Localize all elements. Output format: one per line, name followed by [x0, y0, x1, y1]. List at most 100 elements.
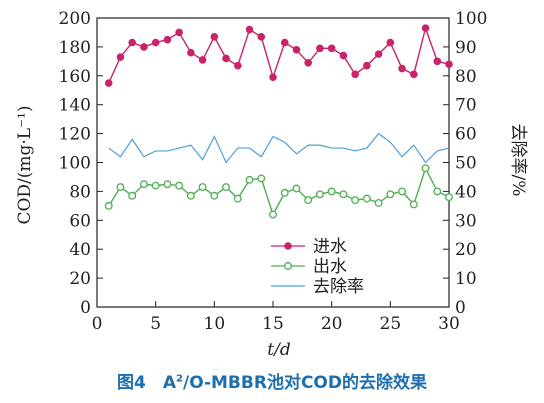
- series-1-point-5: [151, 181, 160, 190]
- series-0-point-8: [187, 48, 195, 57]
- series-0-point-3: [128, 38, 136, 47]
- y-right-tick-label-90: 90: [455, 38, 477, 58]
- y-right-tick-label-70: 70: [455, 96, 477, 116]
- y-left-tick-label-60: 60: [69, 211, 91, 231]
- plot-frame: [96, 17, 450, 308]
- legend-label-2: 去除率: [313, 277, 364, 297]
- series-layer: [104, 24, 453, 219]
- y-right-tick-label-30: 30: [455, 211, 477, 231]
- series-1-point-4: [139, 180, 148, 189]
- series-0-point-15: [269, 73, 277, 82]
- x-tick-label-0: 0: [92, 314, 103, 334]
- series-1-point-24: [374, 199, 383, 207]
- series-1-point-22: [351, 196, 360, 205]
- caption-superscript: 2: [176, 373, 183, 385]
- y-left-tick-label-80: 80: [69, 182, 91, 202]
- y-left-tick-label-0: 0: [80, 298, 91, 318]
- series-1-point-21: [339, 190, 348, 199]
- y-left-tick-label-140: 140: [59, 96, 91, 116]
- x-tick-label-30: 30: [438, 314, 460, 334]
- series-0-point-13: [245, 25, 254, 34]
- series-1-point-25: [386, 190, 395, 199]
- y-right-tick-label-40: 40: [455, 182, 477, 202]
- y-axis-left-label: COD/(mg·L⁻¹): [15, 105, 35, 224]
- series-1-point-29: [433, 187, 442, 196]
- series-1-point-15: [269, 210, 277, 219]
- series-1-point-8: [186, 191, 195, 200]
- y-axis-right-label: 去除率/%: [508, 124, 528, 197]
- series-line-2: [108, 132, 450, 164]
- y-right-tick-label-100: 100: [455, 9, 487, 29]
- series-0-point-26: [398, 64, 406, 73]
- legend-label-0: 进水: [313, 237, 347, 257]
- series-line-0: [108, 25, 450, 84]
- series-1-point-20: [327, 187, 336, 196]
- series-0-point-11: [222, 54, 230, 63]
- series-1-point-2: [116, 183, 125, 192]
- series-0-point-24: [374, 50, 383, 58]
- x-axis-label: t/d: [267, 340, 291, 360]
- series-0-point-6: [163, 35, 172, 44]
- series-0-point-2: [116, 53, 125, 61]
- series-0-point-10: [210, 32, 219, 41]
- series-0-point-14: [257, 32, 266, 41]
- series-1-point-12: [233, 194, 242, 203]
- series-0-point-17: [292, 45, 301, 54]
- x-tick-label-5: 5: [150, 314, 161, 334]
- x-tick-label-25: 25: [380, 314, 402, 334]
- series-1-point-9: [198, 183, 207, 192]
- axes-layer: 0 5 10 15 20 25 300204060801001201401601802000…: [59, 9, 488, 334]
- figure-caption: 图4 A2/O-MBBR池对COD的去除效果: [0, 368, 544, 393]
- series-0-point-30: [445, 60, 453, 69]
- series-line-1: [108, 166, 450, 217]
- x-tick-label-10: 10: [204, 314, 226, 334]
- series-1-point-11: [222, 183, 231, 192]
- y-right-tick-label-0: 0: [455, 298, 466, 318]
- y-right-tick-label-80: 80: [455, 67, 477, 87]
- y-left-tick-label-100: 100: [59, 154, 91, 174]
- series-1-point-23: [362, 194, 371, 203]
- series-0-point-18: [304, 58, 313, 67]
- series-0-point-1: [104, 79, 113, 87]
- series-1-point-10: [210, 191, 219, 200]
- series-0-point-21: [339, 51, 348, 60]
- y-left-tick-label-120: 120: [59, 125, 91, 145]
- series-1-point-27: [409, 200, 418, 209]
- y-left-tick-label-160: 160: [59, 67, 91, 87]
- series-1-point-28: [421, 164, 430, 173]
- series-0-point-23: [363, 61, 371, 70]
- series-0-point-20: [327, 44, 336, 53]
- series-1-point-30: [445, 193, 453, 202]
- series-0-point-25: [386, 38, 395, 47]
- series-0-point-16: [280, 38, 289, 47]
- y-right-tick-label-20: 20: [455, 240, 477, 260]
- series-0-point-29: [433, 57, 442, 66]
- series-1-point-6: [163, 180, 172, 189]
- caption-suffix: /O-MBBR池对COD的去除效果: [182, 373, 427, 393]
- y-left-tick-label-40: 40: [69, 240, 91, 260]
- y-right-tick-label-50: 50: [455, 154, 477, 174]
- series-0-point-5: [151, 38, 160, 47]
- caption-prefix: 图4 A: [117, 373, 177, 393]
- series-1-point-3: [128, 191, 137, 200]
- series-1-point-14: [257, 174, 266, 183]
- legend-label-1: 出水: [313, 257, 347, 277]
- series-1-point-19: [315, 190, 324, 199]
- series-0-point-22: [351, 70, 359, 79]
- chart: 0 5 10 15 20 25 300204060801001201401601802000…: [15, 9, 528, 360]
- series-1-point-7: [175, 181, 184, 190]
- y-left-tick-label-20: 20: [69, 269, 91, 289]
- series-0-point-12: [234, 61, 242, 70]
- series-1-point-18: [304, 196, 313, 205]
- series-1-point-16: [280, 188, 289, 197]
- series-0-point-19: [316, 44, 324, 53]
- y-left-tick-label-200: 200: [59, 9, 91, 29]
- y-right-tick-label-10: 10: [455, 269, 477, 289]
- y-left-tick-label-180: 180: [59, 38, 91, 58]
- series-0-point-28: [421, 24, 430, 32]
- x-tick-label-15: 15: [262, 314, 284, 334]
- series-1-point-1: [104, 201, 113, 210]
- series-1-point-17: [292, 184, 301, 193]
- legend-marker-1: [284, 262, 292, 270]
